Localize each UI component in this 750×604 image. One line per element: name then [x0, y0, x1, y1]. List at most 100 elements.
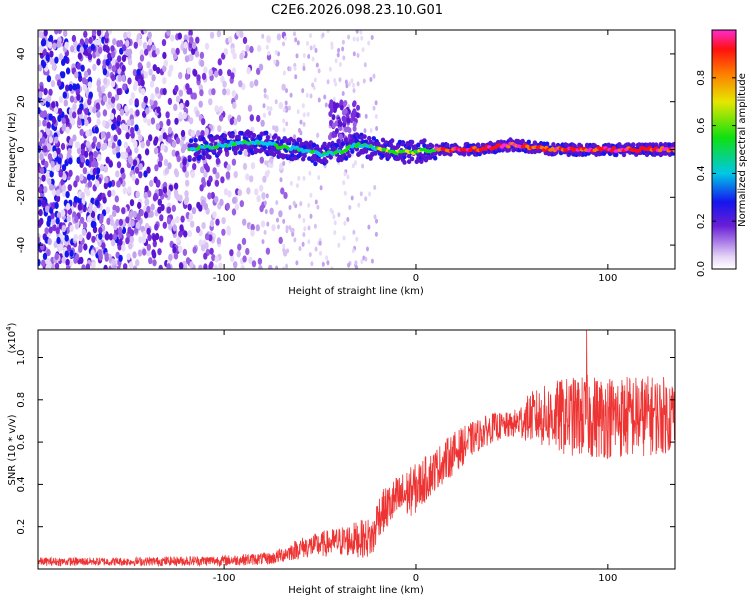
spectrogram-noise-point: [166, 30, 171, 37]
spectrogram-noise-point: [204, 42, 210, 50]
spectrogram-noise-point: [199, 59, 205, 67]
spectrogram-noise-point: [233, 171, 238, 179]
spectrogram-noise-point: [352, 121, 357, 128]
spectrogram-noise-point: [274, 99, 278, 105]
spectrogram-noise-point: [105, 206, 111, 214]
spectrogram-noise-point: [119, 108, 125, 116]
spectrogram-noise-point: [173, 103, 178, 111]
spectrogram-noise-point: [230, 72, 235, 80]
spectrogram-noise-point: [122, 187, 128, 195]
spectrogram-noise-point: [104, 176, 109, 184]
spectrogram-noise-point: [346, 217, 350, 222]
spectrogram-signal-point: [308, 140, 313, 146]
spectrogram-noise-point: [242, 218, 247, 226]
spectrogram-noise-point: [139, 49, 144, 57]
spectrogram-noise-point: [54, 56, 59, 64]
spectrogram-noise-point: [100, 131, 106, 139]
spectrogram-noise-point: [153, 192, 158, 200]
spectrogram-noise-point: [323, 94, 327, 100]
spectrogram-noise-point: [115, 205, 120, 213]
spectrogram-noise-point: [157, 248, 162, 256]
spectrogram-noise-point: [337, 212, 341, 218]
spectrogram-noise-point: [157, 206, 162, 214]
spectrogram-noise-point: [139, 209, 144, 217]
spectrogram-noise-point: [213, 264, 218, 269]
spectrogram-noise-point: [126, 253, 131, 261]
spectrogram-noise-point: [214, 70, 219, 78]
spectrogram-noise-point: [338, 62, 342, 67]
spectrogram-noise-point: [282, 118, 286, 124]
spectrogram-noise-point: [112, 38, 117, 46]
spectrogram-noise-point: [102, 68, 108, 76]
spectrogram-noise-point: [50, 80, 56, 88]
spectrogram-noise-point: [57, 157, 62, 165]
spectrogram-noise-point: [355, 30, 359, 34]
spectrogram-noise-point: [38, 236, 41, 244]
spectrogram-noise-point: [93, 150, 98, 158]
spectrogram-signal-point: [551, 142, 556, 147]
snr-scale-label: (x104): [5, 322, 18, 353]
spectrogram-noise-point: [208, 98, 213, 106]
spectrogram-noise-point: [45, 100, 50, 108]
spectrogram-noise-point: [229, 117, 234, 126]
spectrogram-noise-point: [346, 174, 350, 180]
spectrogram-noise-point: [302, 53, 306, 58]
spectrogram-noise-point: [103, 264, 108, 269]
spectrogram-noise-point: [162, 221, 167, 229]
spectrogram-noise-point: [216, 237, 222, 245]
spectrogram-noise-point: [85, 158, 90, 167]
spectrogram-noise-point: [39, 167, 45, 175]
spectrogram-signal-core-point: [343, 148, 349, 153]
spectrogram-noise-point: [227, 190, 232, 198]
spectrogram-noise-point: [79, 128, 84, 136]
spectrogram-noise-point: [176, 155, 181, 163]
spectrogram-noise-point: [85, 263, 91, 269]
spectrogram-signal-point: [336, 138, 341, 144]
spectrogram-noise-point: [294, 37, 298, 43]
spectrogram-noise-point: [171, 204, 176, 212]
spectrogram-noise-point: [70, 45, 75, 53]
spectrogram-noise-point: [326, 260, 330, 266]
spectrogram-noise-point: [75, 83, 81, 91]
spectrogram-signal-point: [376, 141, 381, 147]
spectrogram-noise-point: [149, 80, 155, 88]
spectrogram-noise-point: [110, 96, 116, 104]
spectrogram-noise-point: [176, 236, 181, 244]
spectrogram-noise-point: [309, 213, 313, 219]
spectrogram-noise-point: [135, 109, 140, 117]
spectrogram-noise-point: [48, 113, 53, 121]
spectrogram-noise-point: [222, 80, 227, 88]
spectrogram-noise-point: [55, 195, 61, 203]
spectrogram-noise-point: [209, 219, 215, 228]
spectrogram-x-tick-label: -100: [213, 273, 236, 284]
spectrogram-points: [38, 30, 675, 269]
spectrogram-noise-point: [242, 36, 248, 45]
spectrogram-noise-point: [282, 107, 286, 113]
spectrogram-noise-point: [56, 40, 61, 49]
spectrogram-noise-point: [116, 151, 121, 159]
spectrogram-noise-point: [138, 163, 143, 171]
spectrogram-noise-point: [301, 88, 305, 94]
spectrogram-noise-point: [97, 249, 103, 257]
spectrogram-noise-point: [162, 186, 168, 194]
spectrogram-noise-point: [38, 209, 43, 217]
spectrogram-noise-point: [289, 180, 293, 186]
spectrogram-signal-point: [291, 138, 297, 144]
spectrogram-noise-point: [328, 66, 332, 72]
spectrogram-noise-point: [123, 263, 128, 269]
spectrogram-noise-point: [274, 125, 279, 133]
spectrogram-noise-point: [341, 91, 345, 96]
spectrogram-signal-point: [402, 160, 407, 165]
spectrogram-y-tick-label: -20: [16, 189, 27, 205]
spectrogram-noise-point: [286, 248, 290, 254]
spectrogram-noise-point: [171, 140, 177, 148]
spectrogram-noise-point: [56, 79, 62, 87]
spectrogram-noise-point: [43, 185, 48, 194]
spectrogram-signal-point: [406, 159, 412, 165]
spectrogram-noise-point: [171, 218, 176, 226]
spectrogram-noise-point: [69, 224, 74, 233]
spectrogram-noise-point: [372, 73, 376, 79]
spectrogram-noise-point: [127, 58, 133, 66]
spectrogram-noise-point: [83, 243, 88, 251]
spectrogram-noise-point: [131, 174, 136, 182]
